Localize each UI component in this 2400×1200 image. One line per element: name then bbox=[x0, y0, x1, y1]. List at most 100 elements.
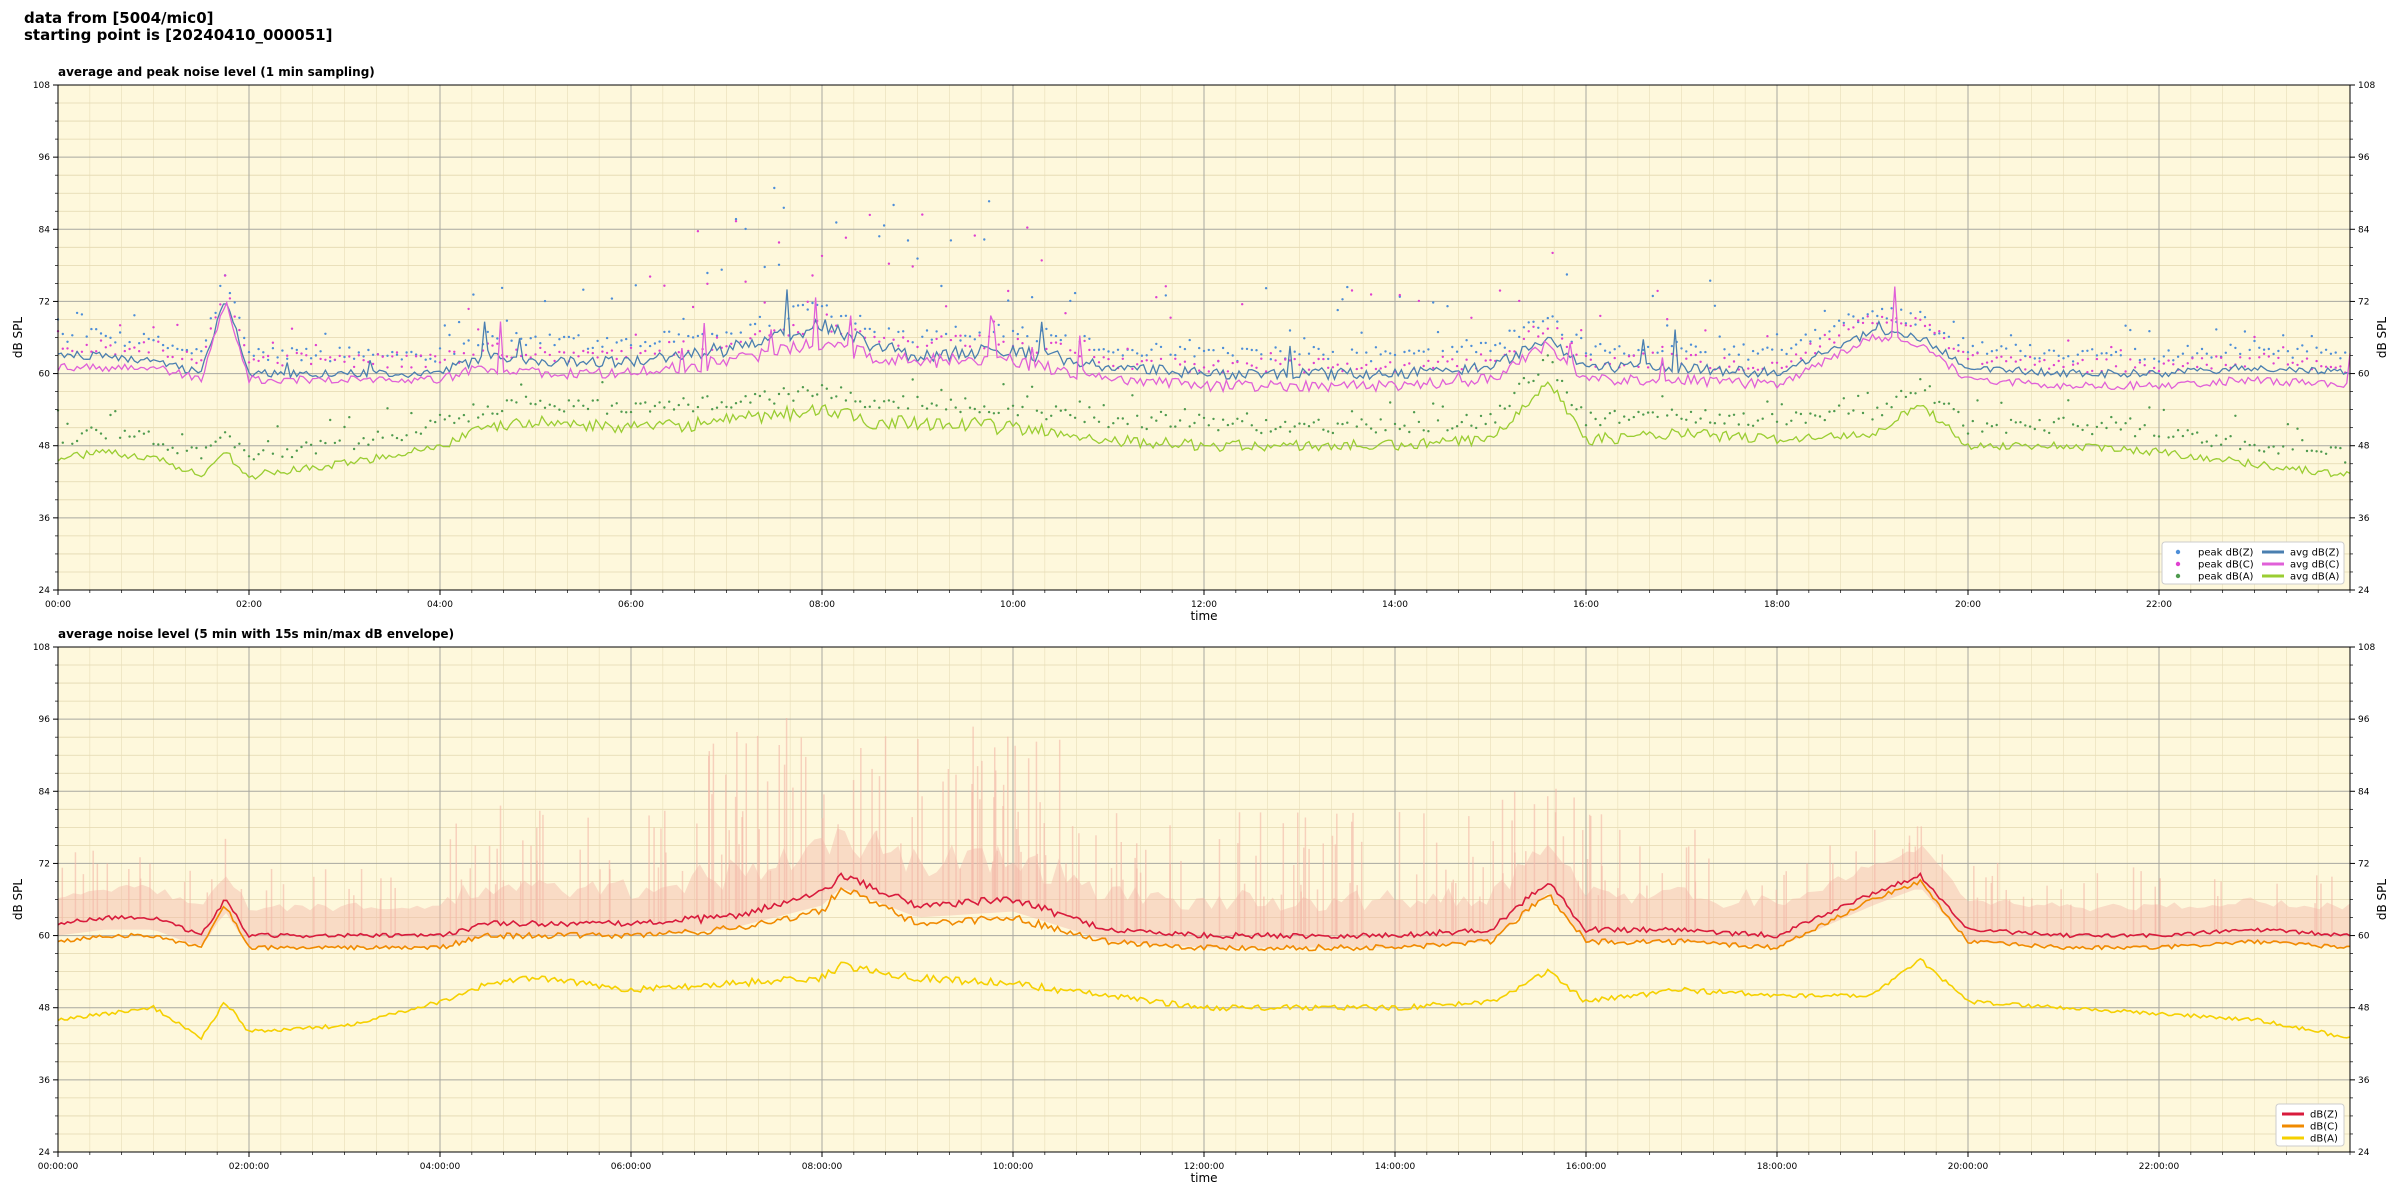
peak-dot bbox=[949, 338, 953, 342]
peak-dot bbox=[2009, 356, 2013, 359]
peak-dot bbox=[758, 315, 762, 319]
peak-dot bbox=[219, 284, 222, 288]
peak-dot bbox=[1828, 410, 1831, 413]
peak-dot bbox=[1670, 344, 1674, 348]
y-tick-label: 60 bbox=[2358, 370, 2370, 380]
peak-dot bbox=[2014, 343, 2018, 346]
peak-dot bbox=[1551, 315, 1554, 318]
peak-dot bbox=[176, 323, 179, 327]
peak-dot bbox=[1327, 430, 1330, 433]
peak-dot bbox=[1417, 420, 1421, 424]
peak-dot bbox=[1747, 358, 1750, 361]
peak-dot bbox=[1675, 413, 1678, 417]
peak-dot bbox=[964, 397, 967, 400]
peak-dot bbox=[1346, 362, 1349, 365]
peak-dot bbox=[921, 404, 924, 408]
peak-dot bbox=[1045, 347, 1048, 351]
peak-dot bbox=[453, 421, 456, 425]
peak-dot bbox=[1861, 321, 1865, 325]
peak-dot bbox=[386, 354, 389, 357]
peak-dot bbox=[997, 323, 1000, 327]
peak-dot bbox=[648, 275, 652, 278]
peak-dot bbox=[142, 432, 146, 435]
peak-dot bbox=[1560, 337, 1564, 340]
peak-dot bbox=[1451, 427, 1454, 430]
peak-dot bbox=[209, 327, 212, 330]
peak-dot bbox=[820, 384, 824, 387]
peak-dot bbox=[601, 350, 604, 353]
peak-dot bbox=[562, 410, 566, 413]
peak-dot bbox=[1264, 418, 1268, 422]
peak-dot bbox=[1441, 349, 1445, 353]
peak-dot bbox=[1928, 385, 1932, 388]
peak-dot bbox=[787, 392, 790, 396]
peak-dot bbox=[1871, 310, 1874, 313]
peak-dot bbox=[992, 412, 996, 415]
peak-dot bbox=[2095, 354, 2099, 357]
peak-dot bbox=[548, 333, 551, 336]
peak-dot bbox=[300, 352, 303, 355]
peak-dot bbox=[562, 335, 566, 339]
x-tick-label: 06:00 bbox=[618, 600, 644, 610]
peak-dot bbox=[238, 316, 241, 319]
x-tick-label: 16:00 bbox=[1573, 600, 1599, 610]
peak-dot bbox=[2286, 423, 2290, 426]
peak-dot bbox=[171, 446, 174, 449]
peak-dot bbox=[1288, 430, 1292, 433]
peak-dot bbox=[629, 410, 633, 414]
peak-dot bbox=[1608, 351, 1612, 354]
peak-dot bbox=[959, 410, 962, 414]
x-tick-label: 10:00 bbox=[1000, 600, 1026, 610]
peak-dot bbox=[1393, 422, 1397, 426]
peak-dot bbox=[104, 346, 108, 349]
peak-dot bbox=[2301, 344, 2304, 347]
x-tick-label: 20:00 bbox=[1955, 600, 1981, 610]
peak-dot bbox=[2086, 371, 2089, 374]
peak-dot bbox=[1761, 348, 1764, 351]
peak-dot bbox=[2057, 417, 2060, 420]
peak-dot bbox=[1895, 395, 1898, 398]
peak-dot bbox=[1331, 350, 1335, 354]
peak-dot bbox=[276, 361, 279, 365]
peak-dot bbox=[520, 337, 523, 340]
peak-dot bbox=[161, 349, 165, 352]
peak-dot bbox=[352, 357, 356, 360]
peak-dot bbox=[2229, 343, 2232, 346]
peak-dot bbox=[1694, 421, 1698, 424]
peak-dot bbox=[1608, 412, 1612, 415]
peak-dot bbox=[691, 336, 695, 339]
peak-dot bbox=[701, 396, 704, 399]
peak-dot bbox=[1432, 366, 1435, 370]
peak-dot bbox=[596, 356, 599, 359]
peak-dot bbox=[161, 343, 165, 347]
peak-dot bbox=[491, 335, 494, 338]
y-tick-label: 108 bbox=[33, 643, 50, 653]
peak-dot bbox=[873, 399, 876, 402]
peak-dot bbox=[448, 414, 451, 418]
peak-dot bbox=[911, 341, 914, 344]
peak-dot bbox=[2157, 360, 2161, 363]
peak-dot bbox=[1346, 421, 1349, 424]
peak-dot bbox=[1923, 324, 1927, 328]
peak-dot bbox=[777, 241, 781, 244]
peak-dot bbox=[1885, 321, 1889, 324]
peak-dot bbox=[1035, 340, 1039, 343]
x-tick-label: 12:00:00 bbox=[1184, 1162, 1225, 1172]
peak-dot bbox=[457, 417, 461, 420]
peak-dot bbox=[247, 455, 251, 458]
peak-dot bbox=[61, 441, 64, 444]
y-tick-label: 36 bbox=[2358, 514, 2370, 524]
peak-dot bbox=[1900, 322, 1903, 325]
peak-dot bbox=[500, 286, 504, 290]
peak-dot bbox=[443, 324, 446, 327]
peak-dot bbox=[2267, 347, 2270, 351]
peak-dot bbox=[1737, 368, 1741, 371]
legend-box bbox=[2161, 541, 2345, 585]
peak-dot bbox=[1537, 326, 1540, 329]
peak-dot bbox=[854, 400, 857, 403]
legend-marker bbox=[2175, 561, 2181, 567]
peak-dot bbox=[2062, 416, 2065, 419]
peak-dot bbox=[66, 340, 69, 343]
peak-dot bbox=[2167, 436, 2170, 439]
peak-dot bbox=[1666, 318, 1669, 321]
